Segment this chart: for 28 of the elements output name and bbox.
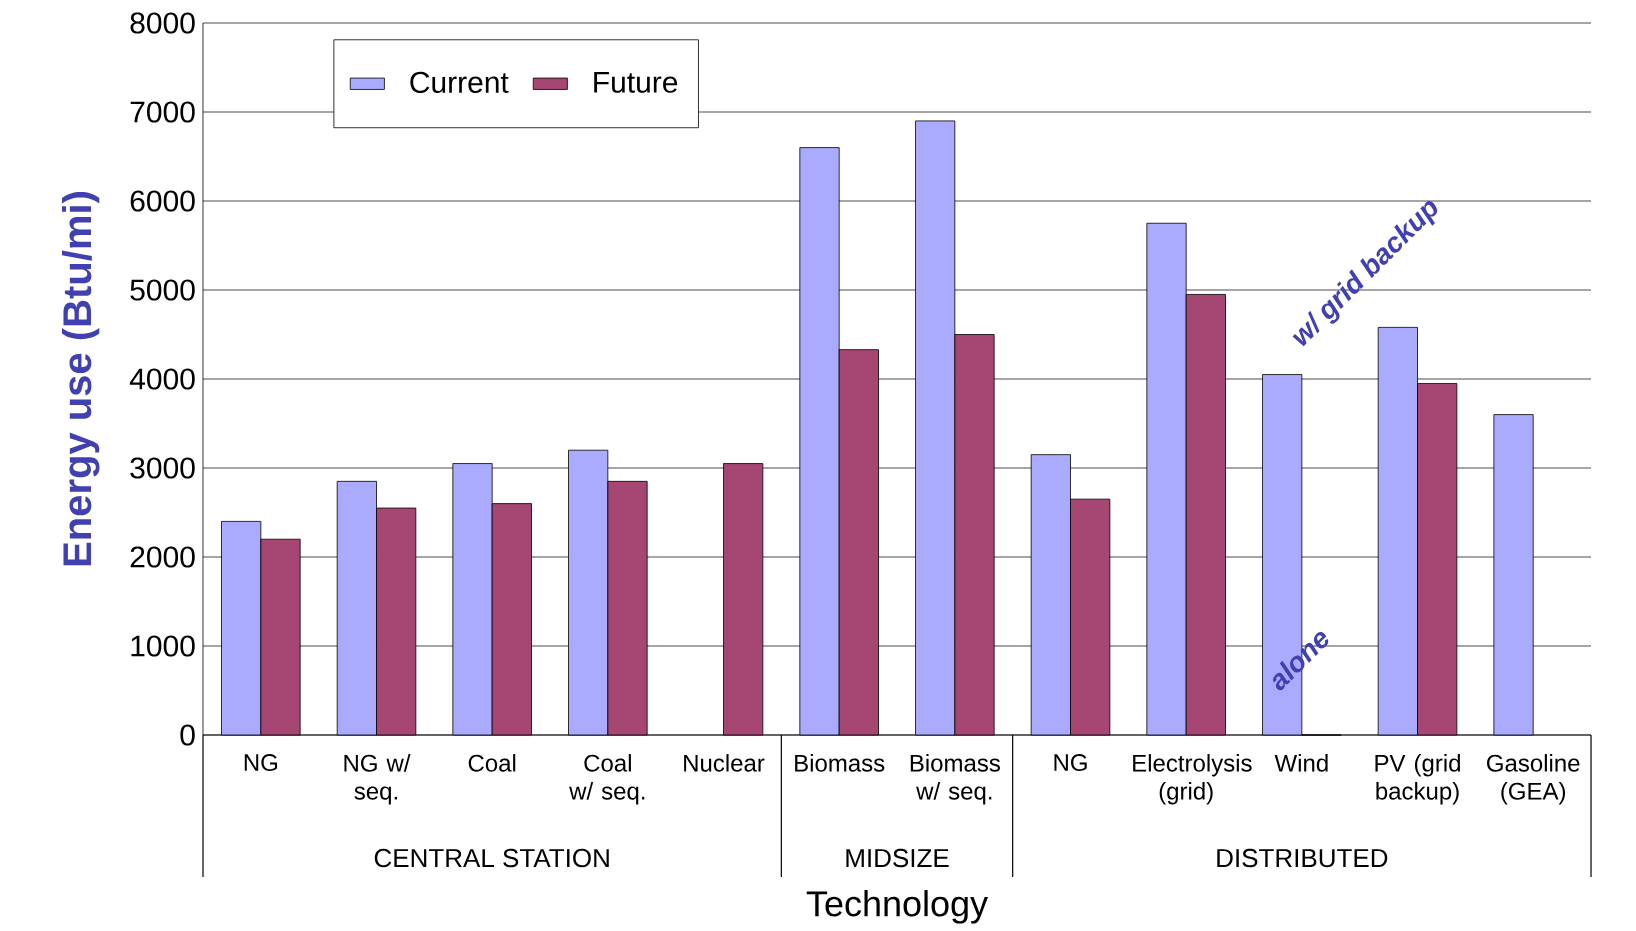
y-tick-label: 6000 xyxy=(130,190,195,212)
x-tick-label: Gasoline (GEA) xyxy=(1487,754,1580,805)
y-tick-label: 5000 xyxy=(130,279,195,301)
legend-label: Future xyxy=(594,71,678,93)
text: CENTRAL STATION xyxy=(374,848,609,868)
y-tick-label: 2000 xyxy=(130,546,195,568)
y-tick-label: 0 xyxy=(180,724,195,746)
text: DISTRIBUTED xyxy=(1217,848,1388,868)
x-tick-label: Electrolysis (grid) xyxy=(1133,754,1252,805)
text: MIDSIZE xyxy=(846,848,949,868)
y-axis-title: Energy use (Btu/mi) xyxy=(62,192,100,566)
y-tick-label: 3000 xyxy=(130,457,195,479)
x-tick-label: NG xyxy=(1054,754,1087,772)
x-axis-title: Technology xyxy=(806,890,989,924)
x-tick-label: Biomass w/ seq. xyxy=(910,754,1000,805)
y-tick-label: 7000 xyxy=(130,101,195,123)
x-tick-label: Coal xyxy=(468,754,516,772)
y-tick-label: 1000 xyxy=(131,635,195,657)
y-tick-label: 4000 xyxy=(129,368,195,390)
x-tick-label: Nuclear xyxy=(684,754,765,772)
x-tick-label: NG w/ seq. xyxy=(344,754,411,805)
x-tick-label: PV (grid backup) xyxy=(1375,754,1460,805)
x-tick-label: Wind xyxy=(1274,754,1328,772)
y-tick-label: 8000 xyxy=(130,12,195,34)
x-tick-label: Biomass xyxy=(795,754,885,772)
x-tick-label: Coal w/ seq. xyxy=(569,754,645,805)
x-tick-label: NG xyxy=(244,754,278,772)
legend-label: Current xyxy=(410,71,509,94)
